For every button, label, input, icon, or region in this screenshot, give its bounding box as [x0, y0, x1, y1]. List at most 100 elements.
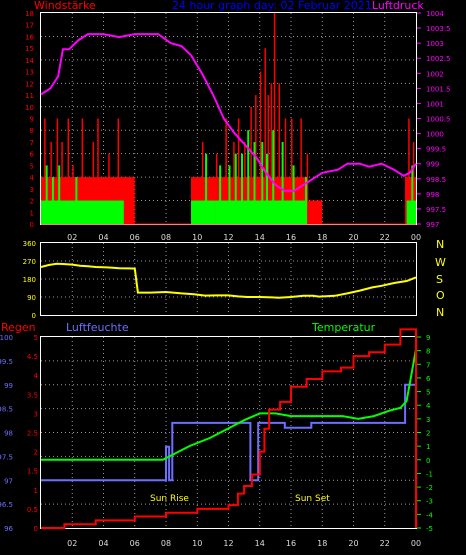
gust-spike [253, 141, 256, 224]
wind-spike [278, 83, 280, 224]
gust-spike [281, 141, 284, 224]
wind-tick-label: 2 [30, 198, 34, 206]
wind-spike [92, 141, 95, 224]
wind-tick-label: 5 [30, 162, 34, 170]
sunset-label: Sun Set [295, 494, 330, 504]
wind-spike [273, 13, 276, 224]
wind-tick-label: 0 [30, 221, 34, 229]
wind-spike [408, 118, 410, 224]
wind-tick-label: 9 [30, 116, 34, 124]
compass-o: O [436, 289, 445, 302]
wind-spike [117, 118, 120, 224]
pressure-tick-label: 999.5 [426, 146, 446, 154]
x-tick-label-top: 04 [98, 233, 108, 242]
temperature-tick-label: 4 [426, 402, 431, 410]
x-tick-label-bottom: 08 [161, 539, 171, 548]
humidity-tick-label: 99 [4, 382, 13, 390]
direction-panel-frame [40, 242, 417, 316]
gust-spike [51, 177, 54, 224]
gust-spike [247, 130, 250, 224]
wind-tick-label: 6 [30, 151, 35, 159]
humidity-tick-label: 96 [4, 525, 13, 533]
wind-direction-series [40, 262, 417, 299]
x-tick-label-bottom: 20 [348, 539, 358, 548]
x-tick-label-bottom: 02 [67, 539, 77, 548]
pressure-tick-label: 997.5 [426, 206, 446, 214]
wind-tick-label: 15 [25, 45, 34, 53]
wind-spike [306, 153, 309, 224]
humidity-tick-label: 97.5 [0, 453, 13, 461]
rain-tick-label: 1.5 [27, 468, 38, 476]
temperature-tick-label: 6 [426, 375, 431, 383]
wind-spike [61, 141, 63, 224]
humidity-tick-label: 96.5 [0, 501, 13, 509]
compass-n-bottom: N [436, 306, 444, 319]
gust-spike [75, 177, 78, 224]
pressure-tick-label: 998 [426, 191, 439, 199]
wind-spike [72, 165, 74, 224]
x-tick-label-top: 00 [411, 233, 421, 242]
x-tick-label-bottom: 00 [411, 539, 421, 548]
temperature-tick-label: 7 [426, 361, 430, 369]
temperature-tick-label: -2 [426, 484, 433, 492]
x-tick-label-bottom: 14 [255, 539, 265, 548]
wind-spike [412, 141, 415, 224]
gust-spike [272, 130, 275, 224]
gust-spike [228, 165, 231, 224]
pressure-tick-label: 998.5 [426, 176, 446, 184]
wind-tick-label: 12 [25, 80, 34, 88]
wind-spike [108, 153, 110, 224]
rain-tick-label: 1 [34, 487, 38, 495]
pressure-tick-label: 1002 [426, 70, 444, 78]
temperature-tick-label: 8 [426, 348, 430, 356]
wind-tick-label: 10 [25, 104, 34, 112]
humidity-tick-label: 99.5 [0, 358, 13, 366]
x-tick-label-bottom: 06 [130, 539, 140, 548]
wind-spike [97, 118, 99, 224]
pressure-tick-label: 1004 [426, 10, 444, 18]
gust-spike [219, 165, 222, 224]
wind-spike [244, 141, 246, 224]
wind-tick-label: 16 [25, 33, 34, 41]
gust-spike [58, 165, 61, 224]
pressure-series [40, 33, 417, 192]
x-tick-label-bottom: 18 [317, 539, 327, 548]
rain-tick-label: 3 [34, 410, 38, 418]
gust-spike [205, 153, 208, 224]
wind-spike [267, 95, 270, 224]
compass-w: W [435, 256, 446, 269]
gust-series [41, 130, 416, 224]
humidity-tick-label: 98 [4, 430, 13, 438]
x-tick-label-top: 22 [380, 233, 390, 242]
temperature-tick-label: 9 [426, 334, 430, 342]
gust-band [191, 200, 215, 224]
x-tick-label-top: 06 [130, 233, 140, 242]
wind-spike [237, 118, 240, 224]
x-tick-label-bottom: 16 [286, 539, 296, 548]
gust-spike [292, 165, 295, 224]
direction-tick-label: 360 [23, 240, 36, 248]
wind-spike [201, 141, 204, 224]
direction-tick-label: 90 [27, 294, 36, 302]
rain-tick-label: 2 [34, 449, 38, 457]
wind-spike [255, 95, 257, 224]
wind-tick-label: 1 [30, 209, 34, 217]
humidity-series [41, 360, 417, 482]
wind-spike [291, 118, 293, 224]
temperature-label: Temperatur [311, 321, 376, 334]
temperature-tick-label: -3 [426, 498, 433, 506]
wind-tick-label: 13 [25, 69, 34, 77]
wind-spike [44, 118, 46, 224]
wind-spike [56, 118, 59, 224]
temperature-tick-label: -4 [426, 511, 434, 519]
rain-tick-label: 4 [34, 372, 39, 380]
temperature-tick-label: 0 [426, 457, 430, 465]
temperature-tick-label: 1 [426, 443, 430, 451]
wind-spike [233, 141, 235, 224]
gust-spike [266, 153, 268, 224]
x-tick-label-top: 10 [192, 233, 202, 242]
x-tick-label-bottom: 22 [380, 539, 390, 548]
x-tick-label-top: 08 [161, 233, 171, 242]
direction-tick-label: 180 [23, 276, 36, 284]
wind-spike [225, 118, 227, 224]
